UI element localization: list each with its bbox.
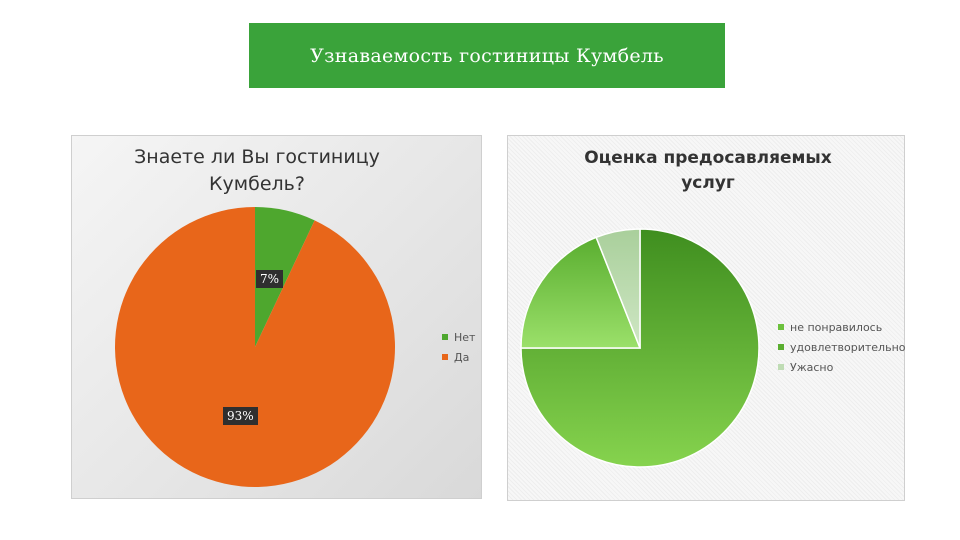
- pie-chart-awareness: [115, 207, 396, 487]
- legend-item-net: Нет: [442, 327, 475, 347]
- legend-item-udovletvoritelno: удовлетворительно: [778, 337, 906, 357]
- pie-slice-ne-ponravilos: [520, 228, 760, 468]
- legend-label-net: Нет: [454, 330, 476, 344]
- legend-item-da: Да: [442, 347, 475, 367]
- legend-item-uzhasno: Ужасно: [778, 357, 906, 377]
- pie-slice-uzhasno: [595, 228, 641, 349]
- legend-swatch-udovletvoritelno: [778, 344, 784, 350]
- chart-panel-rating: Оценка предосавляемых услуг не понравило…: [507, 135, 906, 501]
- pie-chart-rating: [520, 228, 760, 468]
- legend-label-udovletvoritelno: удовлетворительно: [790, 340, 906, 354]
- legend-label-uzhasno: Ужасно: [790, 360, 834, 374]
- legend-label-da: Да: [454, 350, 470, 364]
- pie-slice-net: [255, 207, 315, 347]
- legend-awareness: Нет Да: [442, 327, 475, 367]
- chart-panel-awareness: Знаете ли Вы гостиницу Кумбель? Нет Да 7…: [71, 135, 482, 499]
- legend-swatch-da: [442, 354, 448, 360]
- legend-swatch-uzhasno: [778, 364, 784, 370]
- legend-swatch-ne-ponravilos: [778, 324, 784, 330]
- legend-rating: не понравилось удовлетворительно Ужасно: [778, 317, 906, 377]
- pie-slice-da: [115, 207, 396, 487]
- chart-title-awareness: Знаете ли Вы гостиницу Кумбель?: [134, 146, 380, 195]
- data-label-net: 7%: [256, 270, 284, 288]
- pie-slice-udovletvoritelno: [520, 236, 642, 349]
- title-banner: Узнаваемость гостиницы Кумбель: [249, 23, 725, 88]
- legend-swatch-net: [442, 334, 448, 340]
- slide-title: Узнаваемость гостиницы Кумбель: [310, 44, 664, 67]
- legend-label-ne-ponravilos: не понравилось: [790, 320, 883, 334]
- data-label-da: 93%: [223, 407, 258, 425]
- chart-title-rating: Оценка предосавляемых услуг: [584, 148, 832, 193]
- legend-item-ne-ponravilos: не понравилось: [778, 317, 906, 337]
